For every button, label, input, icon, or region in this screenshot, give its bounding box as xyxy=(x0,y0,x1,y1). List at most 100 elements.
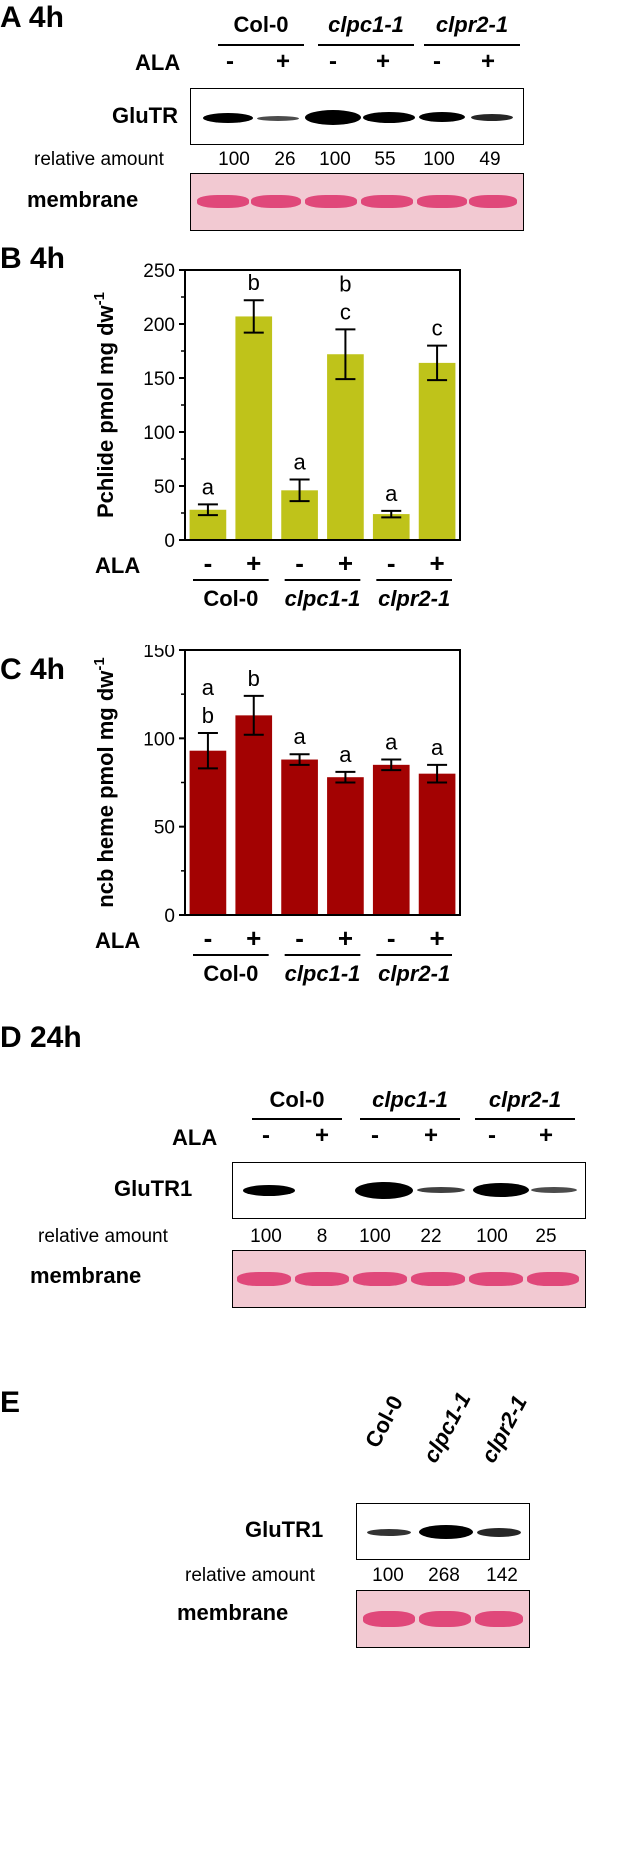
treatment-sign: + xyxy=(338,548,353,578)
group-label-clpr2: clpr2-1 xyxy=(435,12,509,37)
blot-band xyxy=(367,1529,411,1536)
significance-letter: a xyxy=(385,481,398,506)
significance-letter: a xyxy=(293,450,306,475)
plot-frame xyxy=(184,269,461,541)
group-underline xyxy=(318,44,414,46)
membrane-stain xyxy=(190,173,524,231)
membrane-band xyxy=(469,1272,523,1286)
relative-amount-value: 22 xyxy=(420,1226,442,1247)
membrane-band xyxy=(305,195,357,208)
panel-e-label: E xyxy=(0,1386,21,1419)
membrane-label: membrane xyxy=(27,187,139,212)
treatment-sign: - xyxy=(433,48,441,75)
group-underline xyxy=(475,1118,575,1120)
treatment-sign: + xyxy=(338,923,353,953)
treatment-sign: - xyxy=(204,548,213,578)
relative-amount-value: 100 xyxy=(319,149,351,170)
blot-band xyxy=(471,114,513,121)
bar xyxy=(327,777,364,915)
group-label-col0: Col-0 xyxy=(269,1087,325,1112)
group-underline xyxy=(360,1118,460,1120)
blot-band xyxy=(305,110,361,125)
membrane-band xyxy=(469,195,517,208)
treatment-sign: + xyxy=(480,48,495,75)
bar xyxy=(372,514,410,540)
membrane-stain xyxy=(232,1250,586,1308)
relative-amount-value: 100 xyxy=(476,1226,508,1247)
y-tick-label: 0 xyxy=(164,906,175,927)
y-tick-label: 100 xyxy=(143,729,175,750)
significance-letter: a xyxy=(431,735,444,760)
significance-letter: b xyxy=(248,270,260,295)
significance-letter: b xyxy=(202,703,214,728)
group-label-clpr2: clpr2-1 xyxy=(488,1087,562,1112)
treatment-sign: - xyxy=(387,548,396,578)
significance-letter: c xyxy=(340,299,351,324)
relative-amount-value: 100 xyxy=(250,1226,282,1247)
y-tick-label: 150 xyxy=(143,369,175,390)
y-axis-label: ncb heme pmol mg dw-1 xyxy=(91,657,118,907)
group-label: Col-0 xyxy=(203,961,258,986)
group-underline xyxy=(424,44,520,46)
y-tick-label: 50 xyxy=(154,477,175,498)
group-label-clpc1: clpc1-1 xyxy=(418,1388,476,1467)
panel-c-label: C 4h xyxy=(0,653,66,686)
bar xyxy=(235,715,273,915)
blot-band xyxy=(257,116,299,121)
group-underline xyxy=(252,1118,342,1120)
relative-amount-label: relative amount xyxy=(38,1226,168,1247)
ala-label: ALA xyxy=(172,1125,218,1150)
y-axis-label: Pchlide pmol mg dw-1 xyxy=(91,292,118,518)
blot-band xyxy=(473,1183,529,1197)
western-blot-glutr xyxy=(190,88,524,145)
bar xyxy=(189,750,227,915)
membrane-band xyxy=(295,1272,349,1286)
relative-amount-value: 26 xyxy=(274,149,296,170)
relative-amount-value: 100 xyxy=(359,1226,391,1247)
panel-d-label: D 24h xyxy=(0,1021,82,1054)
relative-amount-label: relative amount xyxy=(34,149,164,170)
y-tick-label: 50 xyxy=(154,818,175,839)
treatment-sign: - xyxy=(226,48,234,75)
blot-label-glutr1: GluTR1 xyxy=(245,1517,324,1542)
relative-amount-value: 142 xyxy=(486,1565,518,1586)
relative-amount-value: 49 xyxy=(479,149,501,170)
ala-label: ALA xyxy=(95,553,140,578)
group-label-clpc1: clpc1-1 xyxy=(328,12,404,37)
treatment-sign: - xyxy=(329,48,337,75)
y-tick-label: 200 xyxy=(143,315,175,336)
blot-band xyxy=(531,1187,577,1193)
ala-label: ALA xyxy=(135,50,181,75)
relative-amount-value: 55 xyxy=(374,149,396,170)
relative-amount-value: 100 xyxy=(372,1565,404,1586)
treatment-sign: - xyxy=(387,923,396,953)
treatment-sign: - xyxy=(262,1122,270,1149)
bar xyxy=(235,316,273,540)
membrane-band xyxy=(363,1611,415,1627)
group-label: clpr2-1 xyxy=(378,586,450,611)
group-label: clpr2-1 xyxy=(378,961,450,986)
significance-letter: b xyxy=(339,271,351,296)
significance-letter: a xyxy=(202,675,215,700)
bar xyxy=(327,354,364,540)
y-tick-label: 250 xyxy=(143,261,175,282)
treatment-sign: + xyxy=(429,548,444,578)
group-label: clpc1-1 xyxy=(285,961,361,986)
significance-letter: c xyxy=(432,316,443,341)
treatment-sign: + xyxy=(375,48,390,75)
blot-band xyxy=(419,1525,473,1539)
group-label-col0: Col-0 xyxy=(360,1391,408,1452)
treatment-sign: + xyxy=(275,48,290,75)
bar xyxy=(281,759,318,915)
western-blot-glutr1 xyxy=(356,1503,530,1560)
bar xyxy=(372,764,410,915)
blot-label-glutr: GluTR xyxy=(112,103,178,128)
membrane-stain xyxy=(356,1590,530,1648)
group-label-clpc1: clpc1-1 xyxy=(372,1087,448,1112)
relative-amount-value: 8 xyxy=(316,1226,328,1247)
group-label-clpr2: clpr2-1 xyxy=(476,1391,532,1467)
plot-frame xyxy=(184,649,461,916)
membrane-label: membrane xyxy=(177,1600,289,1625)
